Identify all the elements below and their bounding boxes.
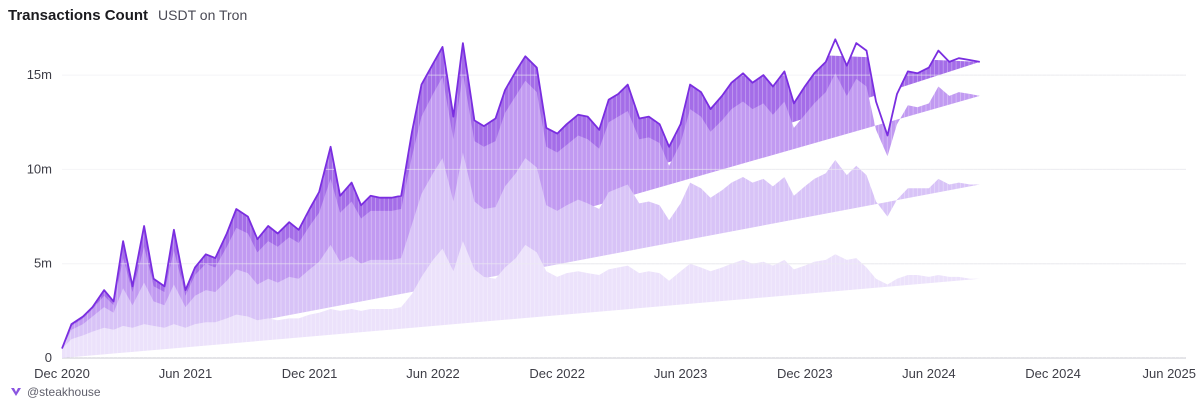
total-line — [61, 38, 980, 349]
x-tick-label: Jun 2021 — [159, 366, 213, 381]
chart-subtitle: USDT on Tron — [158, 7, 248, 23]
x-tick-label: Jun 2022 — [406, 366, 460, 381]
x-axis: Dec 2020 Jun 2021 Dec 2021 Jun 2022 Dec 2022… — [34, 366, 1196, 381]
stacked-areas — [62, 39, 980, 359]
x-tick-label: Dec 2022 — [529, 366, 585, 381]
y-tick-label: 10m — [27, 161, 52, 176]
x-tick-label: Jun 2025 — [1143, 366, 1197, 381]
period-bars — [62, 23, 1186, 358]
footer-handle[interactable]: @steakhouse — [27, 385, 101, 399]
y-tick-label: 5m — [34, 256, 52, 271]
area-series-1 — [62, 241, 980, 358]
chart-header: Transactions Count USDT on Tron — [8, 7, 247, 24]
x-tick-label: Dec 2023 — [777, 366, 833, 381]
x-tick-label: Dec 2021 — [282, 366, 338, 381]
mask-above-total — [62, 23, 980, 349]
y-axis: 0 5m 10m 15m — [27, 67, 52, 365]
x-tick-label: Jun 2024 — [902, 366, 956, 381]
x-tick-label: Dec 2024 — [1025, 366, 1081, 381]
y-tick-label: 15m — [27, 67, 52, 82]
total-line-group — [61, 38, 980, 349]
x-tick-label: Jun 2023 — [654, 366, 708, 381]
y-tick-label: 0 — [45, 350, 52, 365]
x-tick-label: Dec 2020 — [34, 366, 90, 381]
steakhouse-logo-icon — [11, 388, 21, 396]
footer: @steakhouse — [10, 385, 101, 399]
chart-title: Transactions Count — [8, 7, 149, 24]
